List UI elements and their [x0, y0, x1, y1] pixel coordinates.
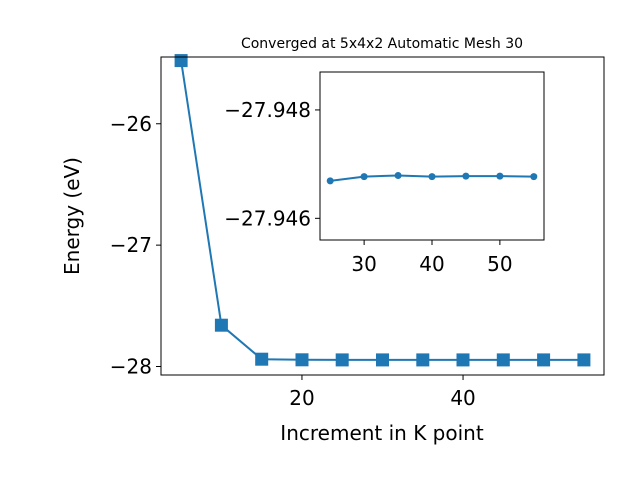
main-y-tick-label: −28 [110, 355, 152, 379]
main-x-tick-label: 40 [450, 386, 475, 410]
main-y-ticks: −26 −27 −28 [110, 112, 161, 379]
main-data-point [295, 353, 309, 367]
inset-data-point [326, 177, 334, 185]
main-y-tick-label: −26 [110, 112, 152, 136]
main-data-point [335, 353, 349, 367]
main-data-point [496, 353, 510, 367]
inset-chart: 30 40 50 −27.948 −27.946 [224, 71, 545, 276]
inset-x-tick-label: 30 [351, 252, 376, 276]
inset-data-point [394, 172, 402, 179]
inset-y-tick-label: −27.946 [224, 206, 311, 230]
main-chart: Converged at 5x4x2 Automatic Mesh 30 20 4… [60, 36, 605, 445]
main-x-ticks: 20 40 [289, 375, 476, 410]
x-axis-label: Increment in K point [280, 421, 484, 445]
main-data-point [255, 352, 269, 366]
inset-data-point [496, 172, 504, 180]
inset-x-tick-label: 40 [419, 252, 444, 276]
y-axis-label: Energy (eV) [60, 157, 84, 275]
inset-data-point [428, 173, 436, 181]
inset-background [320, 72, 544, 240]
inset-y-ticks: −27.948 −27.946 [224, 98, 320, 230]
main-series [174, 54, 591, 367]
main-plot-frame [160, 56, 605, 376]
main-data-point [214, 318, 228, 332]
main-data-point [416, 353, 430, 367]
main-y-tick-label: −27 [110, 233, 152, 257]
main-data-point [456, 353, 470, 367]
inset-data-point [530, 173, 538, 181]
inset-x-ticks: 30 40 50 [351, 240, 513, 276]
main-data-point [376, 353, 389, 367]
inset-data-point [462, 172, 470, 180]
main-data-point [537, 353, 551, 367]
main-x-tick-label: 20 [289, 386, 314, 410]
inset-data-point [360, 173, 368, 181]
chart-title: Converged at 5x4x2 Automatic Mesh 30 [241, 36, 523, 52]
main-data-point [577, 353, 591, 367]
inset-y-tick-label: −27.948 [224, 98, 311, 122]
main-data-point [174, 54, 188, 68]
inset-series [326, 172, 538, 185]
inset-x-tick-label: 50 [487, 252, 512, 276]
